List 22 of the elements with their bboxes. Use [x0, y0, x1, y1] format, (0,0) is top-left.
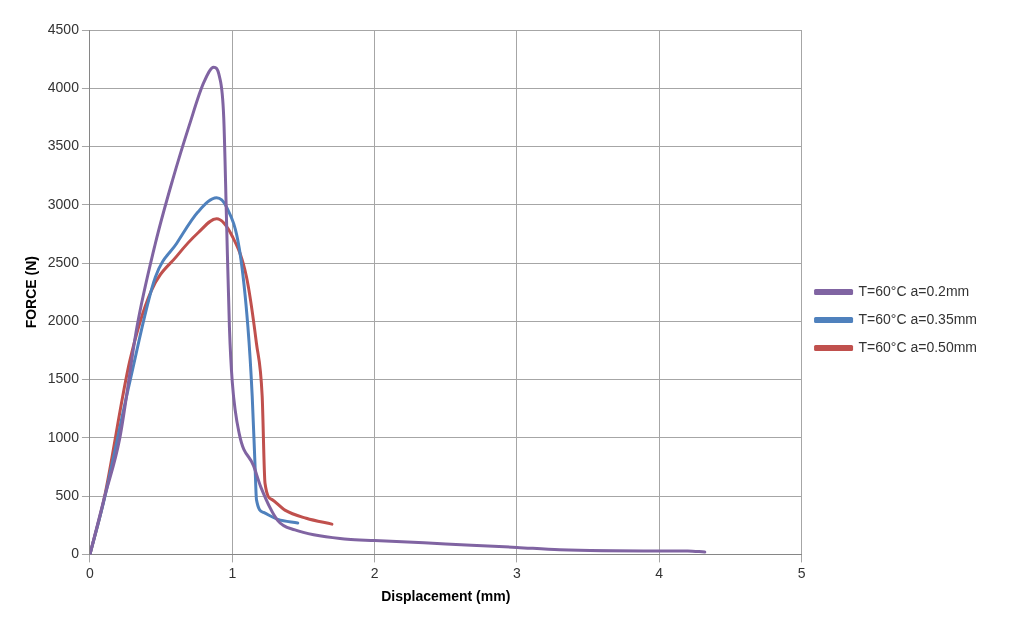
x-tick-label: 5	[797, 564, 806, 581]
x-tick-label: 4	[655, 564, 664, 581]
y-tick-label: 2500	[47, 253, 80, 270]
x-tick-label: 2	[370, 564, 379, 581]
legend-label: T=60°C a=0.50mm	[858, 338, 977, 355]
x-tick-label: 1	[228, 564, 237, 581]
y-tick-label: 3000	[47, 195, 80, 212]
y-tick-label: 0	[71, 545, 80, 562]
y-axis-title: FORCE (N)	[23, 256, 40, 329]
y-tick-label: 500	[55, 486, 80, 503]
y-tick-label: 4500	[47, 20, 80, 37]
x-tick-label: 0	[86, 564, 95, 581]
y-tick-label: 3500	[47, 137, 80, 154]
y-tick-label: 1500	[47, 370, 80, 387]
x-axis-title: Displacement (mm)	[381, 588, 511, 605]
x-tick-label: 3	[513, 564, 522, 581]
y-tick-label: 2000	[47, 312, 80, 329]
y-tick-label: 4000	[47, 79, 80, 96]
legend-label: T=60°C a=0.2mm	[858, 282, 970, 299]
line-series	[89, 65, 707, 555]
y-tick-label: 1000	[47, 428, 80, 445]
legend-label: T=60°C a=0.35mm	[858, 310, 977, 327]
